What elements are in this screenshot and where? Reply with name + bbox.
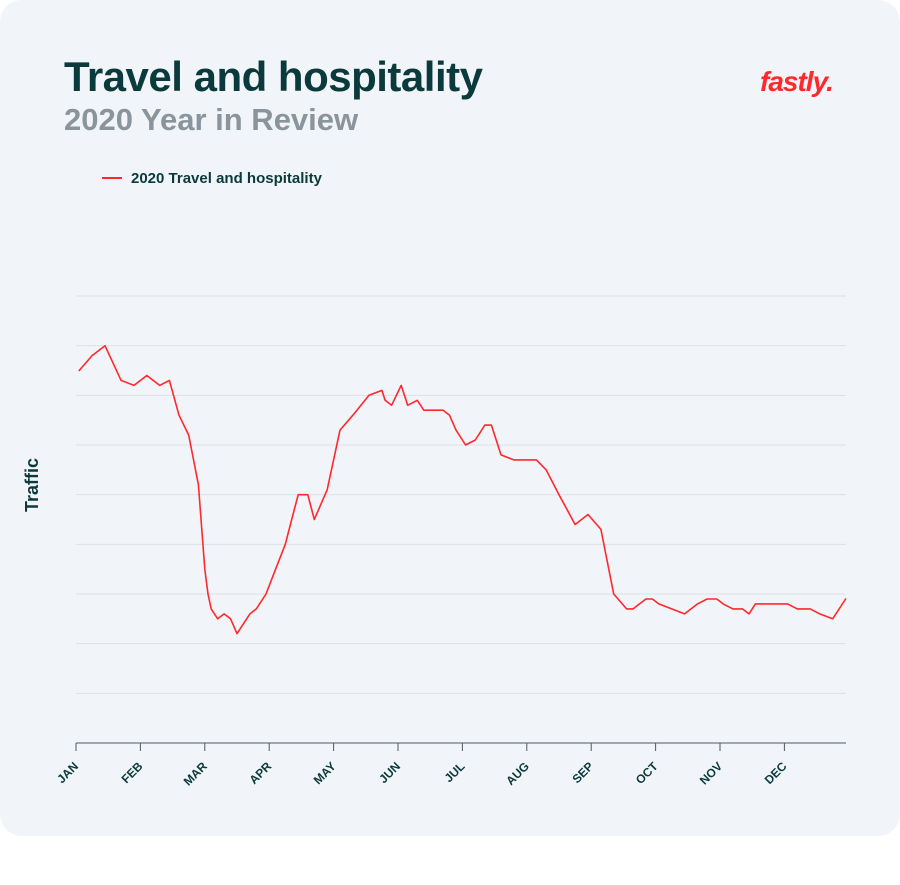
x-tick-label: MAR [181, 759, 210, 788]
y-axis-label: Traffic [22, 458, 42, 512]
chart-legend: 2020 Travel and hospitality [102, 168, 322, 188]
x-tick-label: JAN [54, 759, 81, 786]
x-tick-label: FEB [119, 759, 146, 786]
chart-card: Travel and hospitality 2020 Year in Revi… [0, 0, 900, 836]
fastly-logo: fastly. [760, 66, 834, 97]
x-tick-label: MAY [311, 759, 339, 787]
x-tick-label: AUG [503, 759, 532, 788]
x-tick-label: DEC [762, 759, 790, 787]
x-tick-label: SEP [569, 759, 596, 786]
x-tick-label: OCT [633, 759, 661, 787]
x-tick-label: JUL [442, 759, 468, 785]
chart-subtitle: 2020 Year in Review [64, 102, 359, 137]
x-tick-label: JUN [376, 759, 403, 786]
x-tick-label: NOV [697, 759, 725, 787]
series-line [78, 344, 847, 635]
legend-swatch [102, 177, 122, 179]
chart-title: Travel and hospitality [64, 53, 483, 100]
x-tick-label: APR [247, 759, 275, 787]
line-chart: JAN FEB MAR APR MAY JUN JUL AUG SEP OCT NOV DEC Traf… [22, 295, 847, 788]
legend-label: 2020 Travel and hospitality [131, 169, 322, 187]
